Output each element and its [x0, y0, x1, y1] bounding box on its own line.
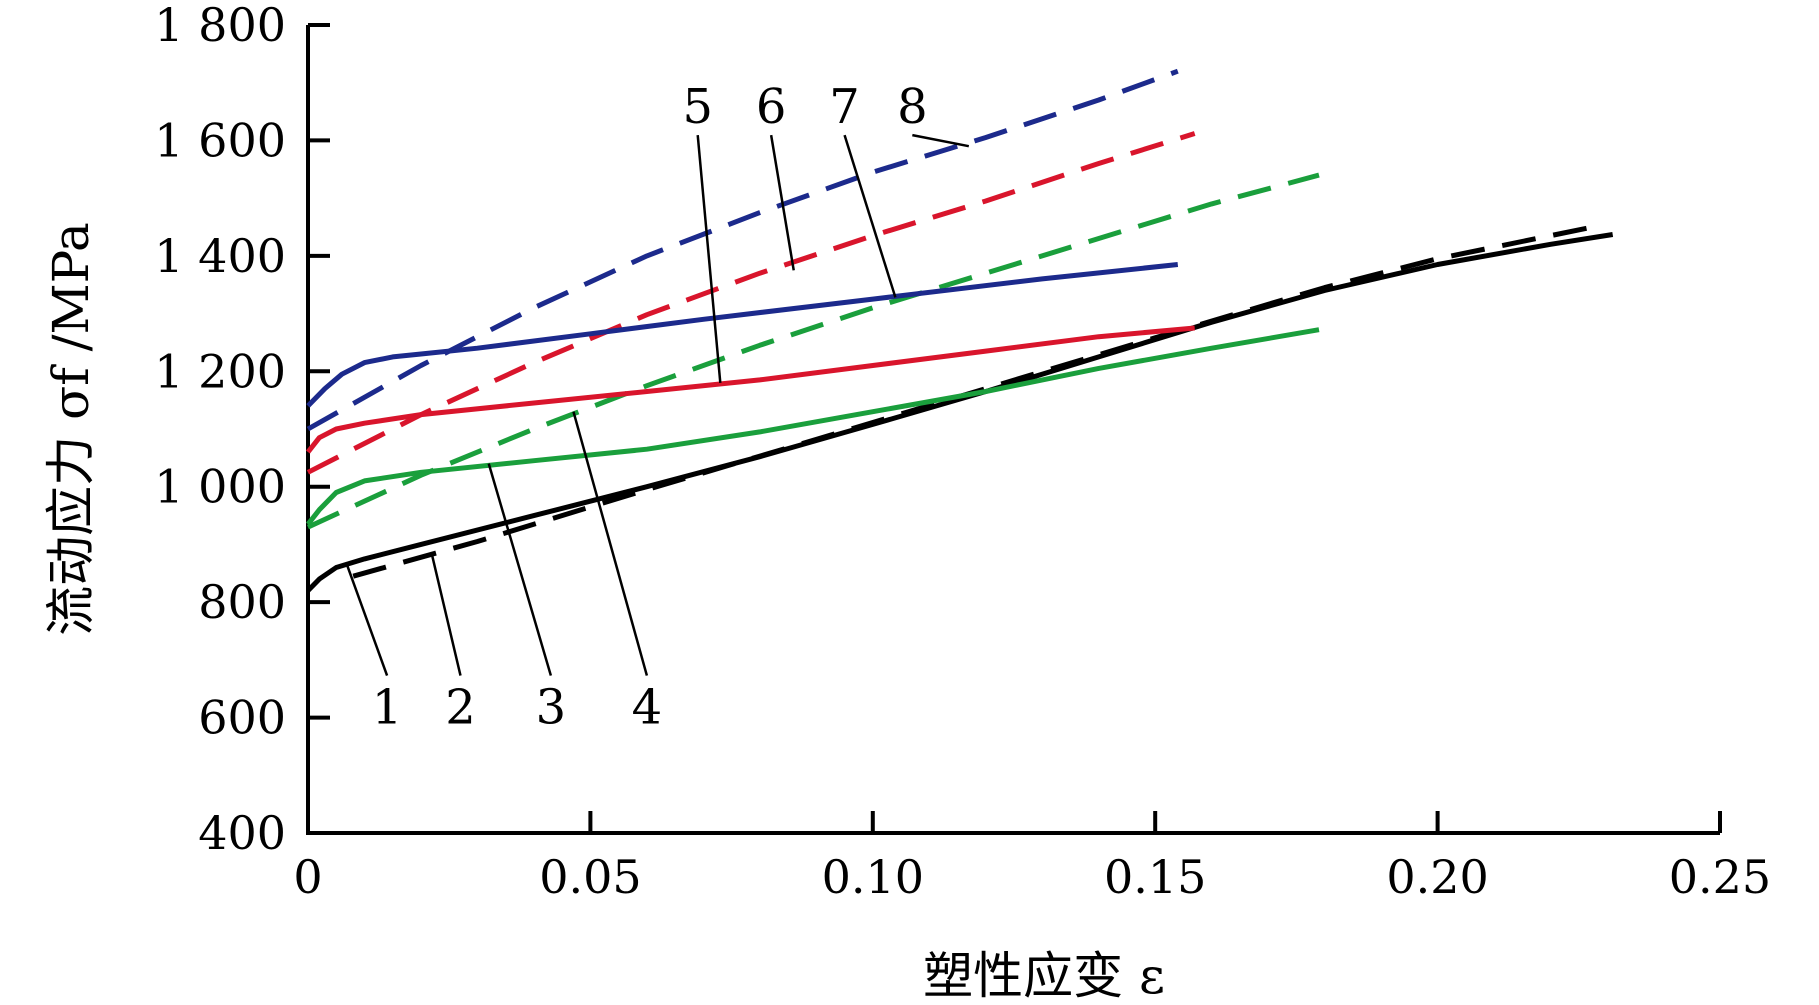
callout-label-6: 6: [756, 79, 787, 135]
y-axis-title: 流动应力 σf /MPa: [42, 222, 100, 636]
callout-label-5: 5: [682, 79, 713, 135]
series-5-line: [306, 325, 1195, 454]
axes: 0 0.05 0.10 0.15 0.20 0.25 400 600 800 1 000 1 200…: [154, 0, 1771, 904]
series-2-line: [352, 222, 1602, 579]
series-4-line: [306, 172, 1320, 530]
x-tick-label: 0.10: [822, 850, 924, 904]
series-6-line: [306, 131, 1196, 475]
callout-label-7: 7: [829, 79, 860, 135]
callout-leader-1: [346, 565, 389, 676]
series-7-line: [306, 262, 1179, 408]
x-axis-title: 塑性应变 ε: [923, 947, 1165, 1005]
y-tick-label: 800: [198, 575, 286, 629]
callout-leader-2: [431, 555, 462, 676]
series-layer: [306, 68, 1614, 593]
callout-label-4: 4: [632, 680, 663, 736]
callout-leader-3: [487, 463, 553, 676]
y-tick-label: 1 000: [154, 460, 286, 514]
callout-label-3: 3: [536, 680, 567, 736]
y-tick-label: 400: [198, 806, 286, 860]
series-3-line: [306, 327, 1320, 526]
callout-label-8: 8: [897, 79, 928, 135]
x-tick-label: 0.20: [1386, 850, 1488, 904]
callout-leader-7: [843, 134, 897, 298]
callout-label-1: 1: [372, 680, 403, 736]
callout-leader-5: [696, 135, 722, 383]
series-8-line: [306, 68, 1179, 432]
x-tick-label: 0.05: [539, 850, 641, 904]
y-tick-label: 1 200: [154, 344, 286, 398]
callout-leader-4: [572, 411, 649, 676]
x-tick-label: 0: [293, 850, 322, 904]
y-tick-label: 600: [198, 691, 286, 745]
x-tick-label: 0.25: [1669, 850, 1771, 904]
y-tick-label: 1 400: [154, 229, 286, 283]
callout-leader-8: [912, 133, 970, 148]
y-tick-label: 1 800: [154, 0, 286, 52]
callout-layer: 1 2 3 4 5 6 7 8: [346, 79, 970, 736]
callout-label-2: 2: [445, 680, 476, 736]
callout-leader-6: [769, 134, 795, 271]
x-tick-label: 0.15: [1104, 850, 1206, 904]
y-tick-label: 1 600: [154, 113, 286, 167]
